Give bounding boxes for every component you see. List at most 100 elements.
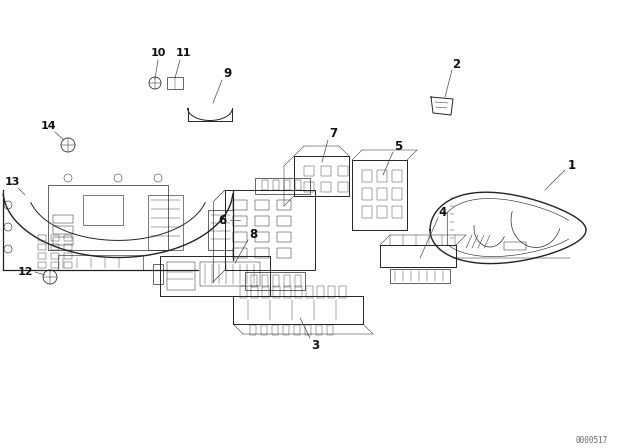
Bar [233,200,247,210]
Bar [306,286,313,298]
Bar [362,206,372,218]
Bar [83,195,123,225]
Bar [245,272,305,290]
Bar [251,275,257,287]
Bar [53,237,73,245]
Bar [305,325,311,335]
Bar [233,248,247,258]
Text: 5: 5 [394,139,402,152]
Bar [167,77,183,89]
Bar [295,286,302,298]
Bar [295,275,301,287]
Bar [261,325,267,335]
Text: 12: 12 [17,267,33,277]
Bar [277,232,291,242]
Bar [390,269,450,283]
Bar [284,275,290,287]
Bar [352,160,407,230]
Bar [392,188,402,200]
Text: 14: 14 [40,121,56,131]
Bar [53,215,73,223]
Bar [392,170,402,182]
Bar [233,216,247,226]
Bar [251,286,258,298]
Bar [377,188,387,200]
Bar [294,156,349,196]
Bar [377,206,387,218]
Bar [338,166,348,176]
Text: 10: 10 [150,48,166,58]
Bar [284,180,290,190]
Bar [273,275,279,287]
Bar [255,248,269,258]
Bar [277,216,291,226]
Bar [362,170,372,182]
Text: 2: 2 [452,57,460,70]
Bar [316,325,322,335]
Bar [64,244,72,250]
Bar [51,235,59,241]
Bar [208,210,233,250]
Bar [225,190,315,270]
Bar [262,286,269,298]
Bar [304,182,314,192]
Bar [160,256,270,296]
Bar [317,286,324,298]
Bar [392,206,402,218]
Bar [58,255,143,270]
Bar [273,180,279,190]
Text: 9: 9 [223,66,231,79]
Bar [338,182,348,192]
Bar [272,325,278,335]
Bar [64,235,72,241]
Bar [255,178,310,194]
Bar [294,325,300,335]
Bar [277,200,291,210]
Bar [284,286,291,298]
Bar [200,262,260,286]
Bar [304,166,314,176]
Bar [277,248,291,258]
Bar [255,216,269,226]
Bar [504,242,526,250]
Bar [53,226,73,234]
Bar [153,264,163,284]
Text: 3: 3 [311,339,319,352]
Bar [273,286,280,298]
Bar [262,180,268,190]
Bar [48,185,168,250]
Bar [339,286,346,298]
Bar [233,296,363,324]
Text: 4: 4 [439,206,447,219]
Bar [283,325,289,335]
Text: 8: 8 [249,228,257,241]
Text: 6: 6 [218,214,226,227]
Bar [38,235,46,241]
Bar [64,262,72,268]
Bar [328,286,335,298]
Bar [38,244,46,250]
Bar [250,325,256,335]
Bar [51,262,59,268]
Bar [38,262,46,268]
Bar [38,253,46,259]
Text: 0000517: 0000517 [576,435,608,444]
Text: 1: 1 [568,159,576,172]
Bar [295,180,301,190]
Bar [240,286,247,298]
Bar [64,253,72,259]
Text: 11: 11 [175,48,191,58]
Bar [321,182,331,192]
Bar [380,245,456,267]
Bar [51,244,59,250]
Bar [255,232,269,242]
Bar [167,262,195,290]
Bar [233,232,247,242]
Bar [51,253,59,259]
Text: 13: 13 [4,177,20,187]
Bar [148,195,183,250]
Bar [255,200,269,210]
Bar [362,188,372,200]
Bar [262,275,268,287]
Bar [327,325,333,335]
